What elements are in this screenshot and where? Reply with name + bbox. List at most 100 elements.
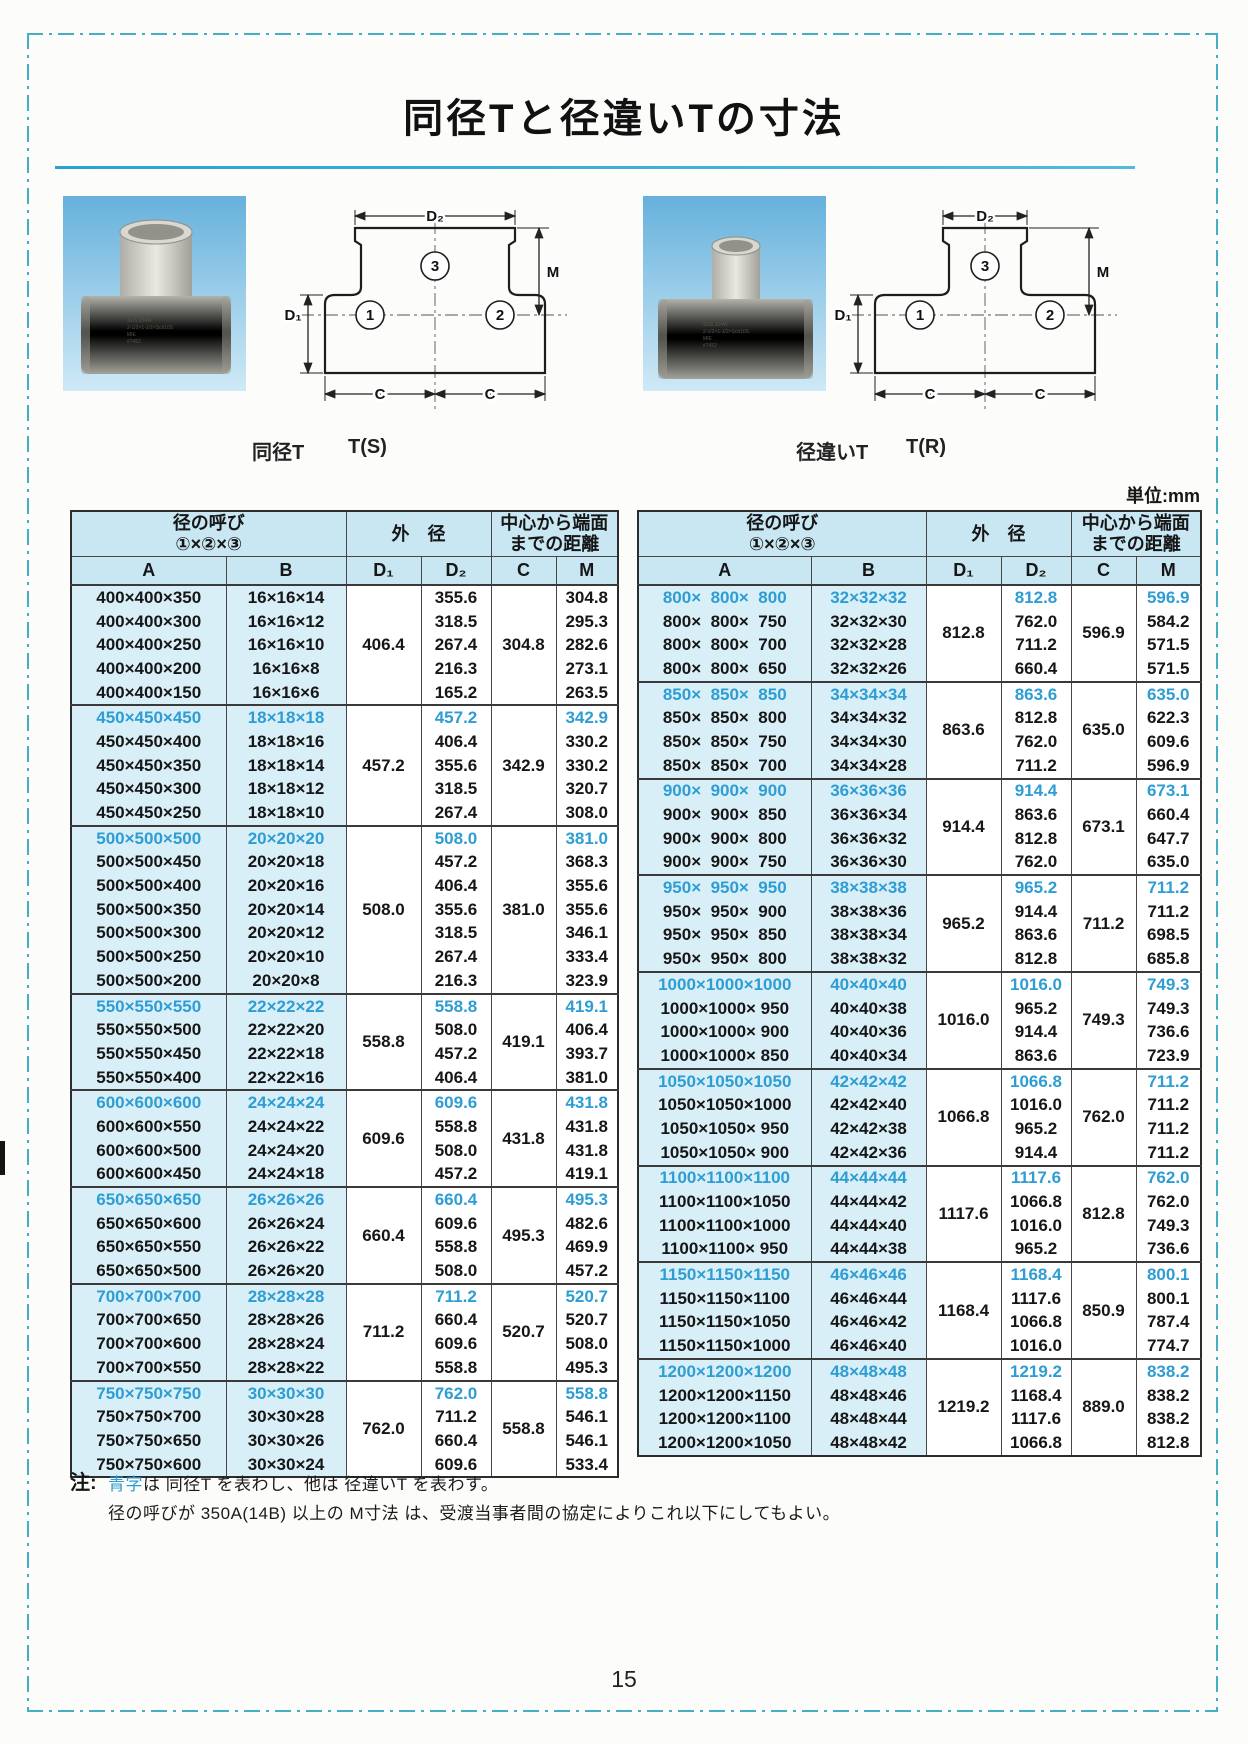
cell-b: 40×40×36 <box>810 1020 926 1045</box>
cell-a: 400×400×250 <box>71 633 226 658</box>
header-center-to-end: 中心から端面 までの距離 <box>1070 511 1201 557</box>
dim-label-d2: D₂ <box>976 208 994 225</box>
subheader-d2: D₂ <box>420 556 491 586</box>
cell-c: 812.8 <box>1070 1164 1136 1263</box>
cell-m: 533.4 <box>555 1452 618 1478</box>
note-blue-word: 青字 <box>108 1475 143 1494</box>
cell-b: 30×30×30 <box>225 1379 346 1406</box>
cell-a: 650×650×550 <box>71 1235 226 1260</box>
header-size-call-line2: ①×②×③ <box>748 534 816 554</box>
cell-b: 34×34×28 <box>810 753 926 779</box>
cell-a: 500×500×450 <box>71 850 226 875</box>
header-center-line2: までの距離 <box>1090 534 1181 554</box>
subheader-b: B <box>810 556 926 586</box>
cell-a: 650×650×600 <box>71 1211 226 1236</box>
header-center-to-end: 中心から端面 までの距離 <box>490 511 618 557</box>
header-size-call-line2: ①×②×③ <box>175 534 243 554</box>
photo-stamp-line: SUS 304W <box>127 318 152 324</box>
table-row: 1100×1100× 950 44×44×38 965.2 736.6 <box>638 1237 1201 1263</box>
cell-a: 400×400×350 <box>71 584 226 610</box>
table-header-row: 径の呼び ①×②×③ 外 径 中心から端面 までの距離 <box>71 511 618 557</box>
header-center-line1: 中心から端面 <box>1081 513 1190 534</box>
cell-m: 381.0 <box>555 1065 618 1091</box>
cell-a: 1050×1050× 900 <box>638 1140 811 1166</box>
table-row: 800× 800× 650 32×32×26 660.4 571.5 <box>638 657 1201 682</box>
cell-d1: 1016.0 <box>925 971 1001 1069</box>
cell-m: 635.0 <box>1135 850 1201 876</box>
cell-b: 16×16×10 <box>225 633 346 658</box>
cell-a: 950× 950× 850 <box>638 923 811 948</box>
cell-a: 700×700×650 <box>71 1308 226 1333</box>
title-rule <box>55 166 1135 169</box>
cell-m: 346.1 <box>555 921 618 946</box>
cell-d2: 1066.8 <box>1000 1190 1071 1214</box>
reducing-tee-table: 径の呼び ①×②×③ 外 径 中心から端面 までの距離 A B D₁ D₂ C … <box>637 510 1202 1457</box>
cell-d1: 609.6 <box>345 1089 421 1188</box>
cell-d2: 762.0 <box>1000 850 1071 876</box>
cell-b: 42×42×38 <box>810 1117 926 1141</box>
table-row: 400×400×150 16×16×6 165.2 263.5 <box>71 680 618 706</box>
table-row: 600×600×600 24×24×24 609.6 609.6 431.8 431.8 <box>71 1089 618 1188</box>
unit-label: 単位:mm <box>1125 486 1200 506</box>
cell-d2: 965.2 <box>1000 1237 1071 1263</box>
cell-m: 495.3 <box>555 1186 618 1212</box>
table-row: 400×400×250 16×16×10 267.4 282.6 <box>71 633 618 658</box>
cell-a: 800× 800× 650 <box>638 657 811 682</box>
cell-d2: 406.4 <box>420 874 491 898</box>
table-row: 750×750×700 30×30×28 711.2 546.1 <box>71 1405 618 1430</box>
cell-d2: 1066.8 <box>1000 1067 1071 1094</box>
dim-label-c: C <box>485 386 496 403</box>
cell-a: 600×600×550 <box>71 1115 226 1139</box>
table-row: 850× 850× 800 34×34×32 812.8 622.3 <box>638 706 1201 731</box>
cell-m: 762.0 <box>1135 1190 1201 1214</box>
cell-d2: 762.0 <box>420 1379 491 1406</box>
photo-stamp-line: SUS 304W <box>703 322 728 328</box>
cell-b: 22×22×20 <box>225 1018 346 1043</box>
table-row: 500×500×400 20×20×16 406.4 355.6 <box>71 874 618 898</box>
cell-m: 812.8 <box>1135 1431 1201 1456</box>
cell-d2: 863.6 <box>1000 803 1071 827</box>
cell-m: 381.0 <box>555 824 618 851</box>
dim-label-c: C <box>925 386 936 403</box>
cell-b: 44×44×42 <box>810 1190 926 1214</box>
cell-a: 700×700×600 <box>71 1332 226 1356</box>
cell-b: 32×32×32 <box>810 584 926 610</box>
table-row: 500×500×300 20×20×12 318.5 346.1 <box>71 921 618 946</box>
cell-d2: 1016.0 <box>1000 1213 1071 1238</box>
header-outer-dia: 外 径 <box>345 511 491 557</box>
dim-label-d2: D₂ <box>426 208 444 225</box>
cell-m: 558.8 <box>555 1379 618 1406</box>
cell-d2: 914.4 <box>1000 1140 1071 1166</box>
table-row: 800× 800× 750 32×32×30 762.0 584.2 <box>638 609 1201 634</box>
cell-a: 500×500×500 <box>71 824 226 851</box>
cell-a: 550×550×500 <box>71 1018 226 1043</box>
photo-stamp-line: #7452 <box>127 339 141 345</box>
cell-a: 600×600×500 <box>71 1138 226 1163</box>
cell-a: 1050×1050×1050 <box>638 1067 811 1094</box>
dim-label-m: M <box>547 264 560 281</box>
cell-d2: 1117.6 <box>1000 1286 1071 1311</box>
cell-m: 838.2 <box>1135 1358 1201 1384</box>
cell-a: 450×450×450 <box>71 704 226 731</box>
cell-d2: 457.2 <box>420 704 491 731</box>
table-row: 1150×1150×1050 46×46×42 1066.8 787.4 <box>638 1310 1201 1335</box>
cell-m: 482.6 <box>555 1211 618 1236</box>
cell-c: 635.0 <box>1070 680 1136 779</box>
cell-d2: 216.3 <box>420 969 491 994</box>
cell-c: 558.8 <box>490 1379 556 1478</box>
cell-a: 850× 850× 800 <box>638 706 811 731</box>
cell-d2: 508.0 <box>420 1018 491 1043</box>
table-row: 950× 950× 850 38×38×34 863.6 698.5 <box>638 923 1201 948</box>
cell-a: 500×500×200 <box>71 969 226 994</box>
cell-d2: 267.4 <box>420 801 491 826</box>
table-row: 1000×1000× 850 40×40×34 863.6 723.9 <box>638 1044 1201 1069</box>
cell-a: 800× 800× 750 <box>638 609 811 634</box>
table-row: 1050×1050× 900 42×42×36 914.4 711.2 <box>638 1140 1201 1166</box>
cell-b: 48×48×44 <box>810 1407 926 1432</box>
cell-d2: 711.2 <box>1000 753 1071 779</box>
cell-a: 750×750×750 <box>71 1379 226 1406</box>
note-line2: 径の呼びが 350A(14B) 以上の M寸法 は、受渡当事者間の協定によりこれ… <box>108 1504 841 1523</box>
cell-d2: 660.4 <box>420 1429 491 1453</box>
cell-m: 749.3 <box>1135 1213 1201 1238</box>
cell-m: 304.8 <box>555 584 618 610</box>
